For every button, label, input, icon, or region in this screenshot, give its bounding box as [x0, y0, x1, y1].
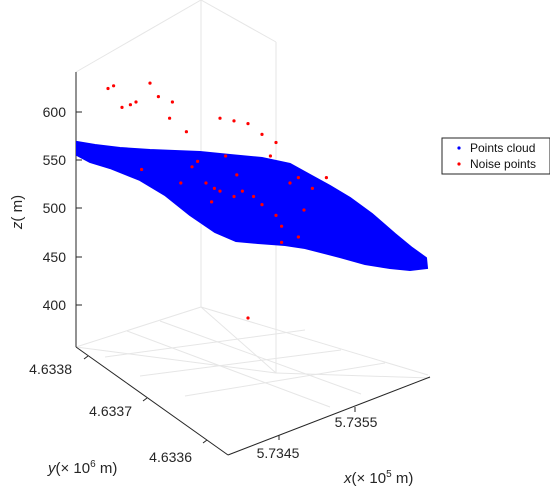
noise-point: [280, 240, 284, 244]
tick-marks: [76, 111, 356, 444]
noise-point: [232, 194, 236, 199]
noise-point: [232, 119, 236, 123]
noise-point: [140, 167, 144, 172]
legend-marker-points-cloud: [457, 146, 461, 150]
noise-point: [246, 316, 250, 320]
noise-point: [210, 200, 214, 204]
noise-point: [252, 194, 256, 199]
noise-point: [324, 176, 328, 180]
z-tick-label: 600: [43, 104, 67, 120]
legend-marker-noise-points: [457, 162, 461, 166]
noise-point: [218, 189, 222, 193]
y-axis-label: y(× 106 m): [47, 459, 117, 477]
noise-point: [235, 173, 239, 177]
noise-point: [280, 224, 284, 228]
noise-points-series: [106, 81, 328, 320]
noise-point: [260, 132, 264, 136]
legend-label-noise-points: Noise points: [470, 157, 536, 171]
x-tick-labels: 5.7345 5.7355: [257, 414, 378, 461]
noise-point: [204, 181, 208, 185]
x-axis-line: [227, 376, 431, 456]
noise-point: [170, 100, 174, 104]
x-axis-label: x(× 105 m): [343, 469, 413, 487]
noise-point: [190, 165, 194, 169]
noise-point: [120, 105, 124, 109]
noise-point: [148, 81, 152, 85]
legend-label-points-cloud: Points cloud: [470, 141, 535, 155]
x-tick-label: 5.7345: [257, 445, 300, 461]
noise-point: [196, 159, 200, 163]
z-tick-label: 400: [43, 297, 67, 313]
noise-point: [302, 208, 306, 212]
axes: [75, 72, 431, 456]
noise-point: [296, 176, 300, 180]
noise-point: [128, 103, 132, 107]
noise-point: [260, 203, 264, 207]
noise-point: [310, 186, 314, 190]
z-tick-labels: 600 550 500 450 400: [43, 104, 67, 313]
noise-point: [274, 213, 278, 217]
noise-point: [212, 186, 216, 190]
noise-point: [156, 95, 160, 99]
noise-point: [179, 181, 183, 185]
noise-point: [246, 122, 250, 126]
noise-point: [184, 130, 188, 134]
noise-point: [168, 116, 172, 120]
points-cloud-band: [76, 140, 429, 272]
noise-point: [106, 86, 110, 91]
z-tick-label: 450: [43, 249, 67, 265]
z-axis-label: z( m): [9, 195, 26, 230]
legend: Points cloud Noise points: [441, 137, 550, 175]
z-tick-label: 500: [43, 200, 67, 216]
noise-point: [224, 154, 228, 158]
noise-point: [288, 181, 292, 185]
noise-point: [274, 140, 278, 145]
y-axis-line: [75, 346, 229, 456]
y-tick-label: 4.6337: [89, 403, 132, 419]
noise-point: [240, 189, 244, 193]
x-tick-label: 5.7355: [335, 414, 378, 430]
points-cloud-series: [76, 140, 429, 272]
y-tick-label: 4.6338: [29, 361, 72, 377]
y-tick-label: 4.6336: [149, 449, 192, 465]
z-tick-label: 550: [43, 152, 67, 168]
y-tick-labels: 4.6338 4.6337 4.6336: [29, 361, 192, 465]
noise-point: [134, 100, 138, 104]
noise-point: [268, 154, 272, 158]
noise-point: [296, 235, 300, 239]
legend-box: [441, 137, 550, 175]
noise-point: [112, 84, 116, 88]
noise-point: [218, 116, 222, 120]
